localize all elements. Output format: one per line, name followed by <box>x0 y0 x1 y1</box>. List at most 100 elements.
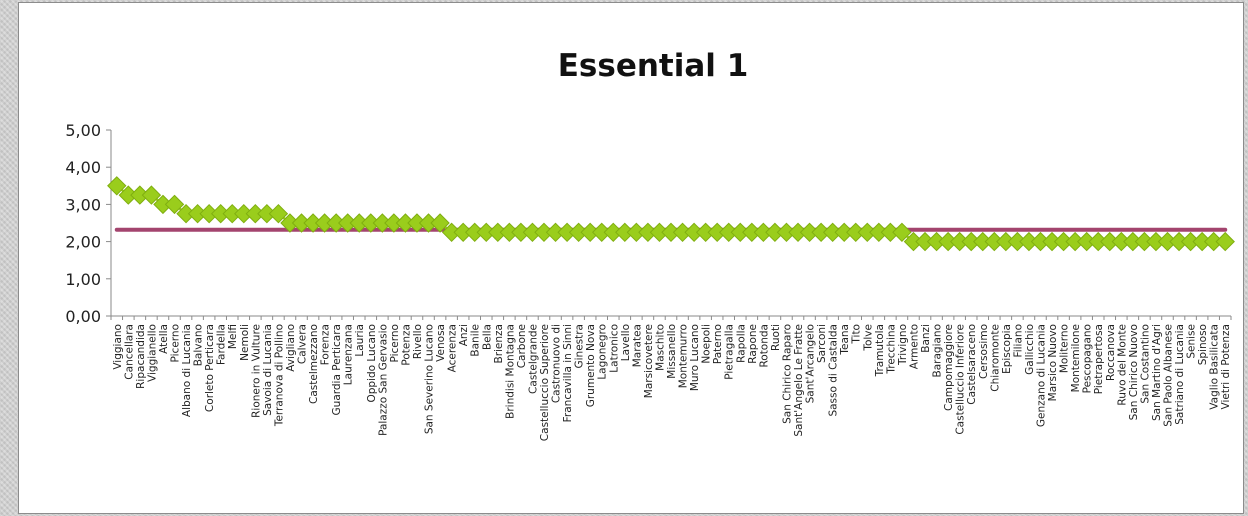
category-label: Castelmezzano <box>308 324 320 404</box>
category-label: Carbone <box>516 324 528 368</box>
y-tick-label: 5,00 <box>65 121 101 140</box>
category-label: Balvano <box>193 324 205 366</box>
category-label: Roccanova <box>1105 324 1117 381</box>
category-label: Fardella <box>216 324 228 365</box>
category-label: Moliterno <box>1059 324 1071 373</box>
category-label: Sant'Arcangelo <box>805 324 817 403</box>
category-label: Montemilone <box>1070 324 1082 392</box>
category-label: Castelsaraceno <box>966 324 978 405</box>
category-label: Genzano di Lucania <box>1035 324 1047 427</box>
category-label: Forenza <box>320 324 332 365</box>
category-label: Grumento Nova <box>585 324 597 407</box>
category-label: Trivigno <box>897 324 909 366</box>
category-label: Sant'Angelo Le Fratte <box>793 324 805 437</box>
category-label: Bella <box>481 324 493 350</box>
category-label: Calvera <box>297 324 309 364</box>
category-label: Brienza <box>493 324 505 364</box>
category-label: Ruoti <box>770 324 782 351</box>
category-label: Rivello <box>412 324 424 359</box>
category-label: Cersosimo <box>978 324 990 379</box>
category-label: Tolve <box>862 324 874 352</box>
main-series <box>107 176 1235 252</box>
category-label: Oppido Lucano <box>366 324 378 403</box>
category-label: Sarconi <box>816 324 828 363</box>
y-tick-label: 4,00 <box>65 158 101 177</box>
category-label: Brindisi Montagna <box>504 324 516 419</box>
category-label: Castelluccio Inferiore <box>955 324 967 435</box>
data-point <box>268 203 289 224</box>
category-label: Viggiano <box>112 324 124 370</box>
category-label: Potenza <box>400 324 412 366</box>
category-label: Muro Lucano <box>689 324 701 391</box>
category-label: Lagonegro <box>597 324 609 380</box>
data-point <box>892 222 912 243</box>
category-label: Cancellara <box>123 324 135 380</box>
category-label: Filiano <box>1012 324 1024 358</box>
category-label: San Martino d'Agri <box>1151 324 1163 421</box>
category-labels: Viggiano Cancellara Ripacandida Viggianello… <box>112 324 1232 441</box>
category-label: Rapone <box>747 324 759 364</box>
category-label: Maratea <box>631 324 643 367</box>
category-label: Venosa <box>435 324 447 362</box>
category-label: Satriano di Lucania <box>1174 324 1186 425</box>
category-label: San Paolo Albanese <box>1162 324 1174 427</box>
category-label: Banile <box>470 324 482 357</box>
category-label: Picerno <box>389 324 401 362</box>
category-label: Laurenzana <box>343 324 355 385</box>
category-label: Vaglio Basilicata <box>1209 324 1221 410</box>
data-point <box>164 194 185 215</box>
category-label: Baragiano <box>932 324 944 377</box>
category-label: Ginestra <box>574 324 586 369</box>
category-label: Pietrapertosa <box>1093 324 1105 394</box>
category-label: Avigliano <box>285 324 297 372</box>
category-label: Trecchina <box>885 324 897 375</box>
category-label: Ruvo del Monte <box>1116 324 1128 406</box>
category-label: Armento <box>908 324 920 369</box>
y-tick-label: 0,00 <box>65 307 101 326</box>
category-label: Terranova di Pollino <box>273 324 285 427</box>
category-label: Lauria <box>354 324 366 357</box>
category-label: Rionero in Vulture <box>250 324 262 418</box>
y-tick-label: 3,00 <box>65 195 101 214</box>
data-point <box>141 185 162 205</box>
category-label: Senise <box>1186 324 1198 359</box>
chart-frame: Essential 1 0,00 1,00 2,00 3,00 4,00 5,00 Vig… <box>18 2 1244 514</box>
category-label: Campomaggiore <box>943 324 955 411</box>
category-label: Rapolla <box>735 324 747 363</box>
category-label: Sasso di Castalda <box>828 324 840 417</box>
category-label: Francavilla in Sinni <box>562 324 574 422</box>
category-label: Spinoso <box>1197 324 1209 365</box>
category-label: Gallicchio <box>1024 324 1036 375</box>
category-label: Pescopagano <box>1082 324 1094 393</box>
category-label: Marsico Nuovo <box>1047 324 1059 401</box>
category-label: Lavello <box>620 324 632 361</box>
category-label: Teana <box>839 324 851 356</box>
chart-title: Essential 1 <box>558 48 749 84</box>
category-label: San Costantino <box>1139 324 1151 404</box>
category-label: Maschito <box>654 324 666 371</box>
category-label: Noepoli <box>701 324 713 364</box>
category-label: Anzi <box>458 324 470 346</box>
category-label: Castelgrande <box>527 324 539 394</box>
category-label: Paterno <box>712 324 724 364</box>
category-label: Tito <box>851 324 863 345</box>
category-label: Latronico <box>608 324 620 373</box>
category-label: Savoia di Lucania <box>262 324 274 416</box>
category-label: Palazzo San Gervasio <box>377 324 389 436</box>
data-point <box>430 213 450 233</box>
category-label: Atella <box>158 324 170 354</box>
category-label: San Chirico Raparo <box>781 324 793 424</box>
category-label: Chiaromonte <box>989 324 1001 392</box>
category-label: Vietri di Potenza <box>1220 324 1232 410</box>
category-label: Episcopia <box>1001 324 1013 374</box>
category-label: Castronuovo di <box>551 324 563 403</box>
category-label: Picerno <box>170 324 182 362</box>
line-chart: Essential 1 0,00 1,00 2,00 3,00 4,00 5,00 Vig… <box>65 48 1235 441</box>
category-label: Corleto Perticara <box>204 324 216 412</box>
data-point <box>1215 231 1235 252</box>
category-label: Albano di Lucania <box>181 324 193 417</box>
y-tick-label: 2,00 <box>65 233 101 252</box>
category-label: Missanello <box>666 324 678 379</box>
category-label: Montemurro <box>678 324 690 388</box>
y-axis: 0,00 1,00 2,00 3,00 4,00 5,00 <box>65 121 112 326</box>
